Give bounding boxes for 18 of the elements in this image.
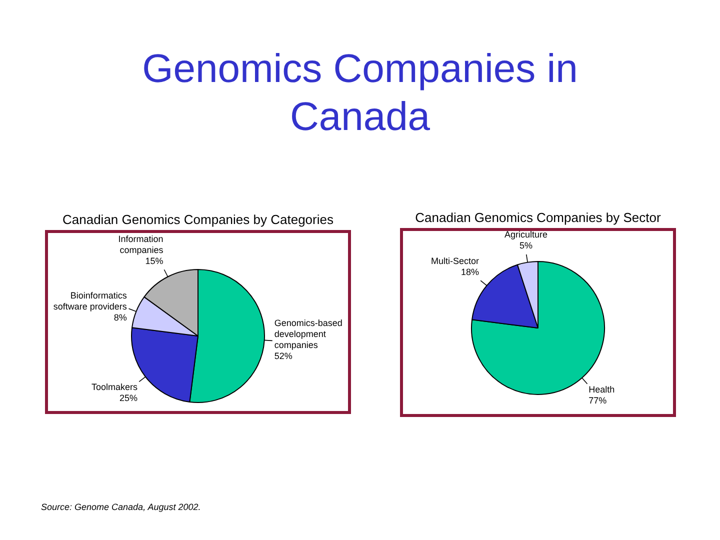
chart-title: Canadian Genomics Companies by Sector <box>414 210 662 227</box>
slice-label: Agriculture <box>504 229 548 240</box>
text: Genomics Companies in Canada <box>141 46 579 141</box>
slice-label: Genomics-based development companies <box>274 318 342 350</box>
data-label: 15% <box>145 256 164 266</box>
data-label: 18% <box>461 267 480 278</box>
slice-label: Information companies <box>118 234 164 255</box>
slice-label: Multi-Sector <box>431 256 480 266</box>
source-note: Source: Genome Canada, August 2002. <box>41 502 201 512</box>
data-label: 8% <box>114 312 127 322</box>
slice-label: Toolmakers <box>92 382 138 392</box>
data-label: 25% <box>120 392 138 403</box>
chart-title: Canadian Genomics Companies by Categories <box>62 212 334 229</box>
slice-label: Health <box>588 384 615 394</box>
data-label: 77% <box>588 395 607 406</box>
data-label: 52% <box>274 350 292 361</box>
slice-label: Bioinformatics software providers <box>53 290 128 312</box>
data-label: 5% <box>520 240 533 250</box>
